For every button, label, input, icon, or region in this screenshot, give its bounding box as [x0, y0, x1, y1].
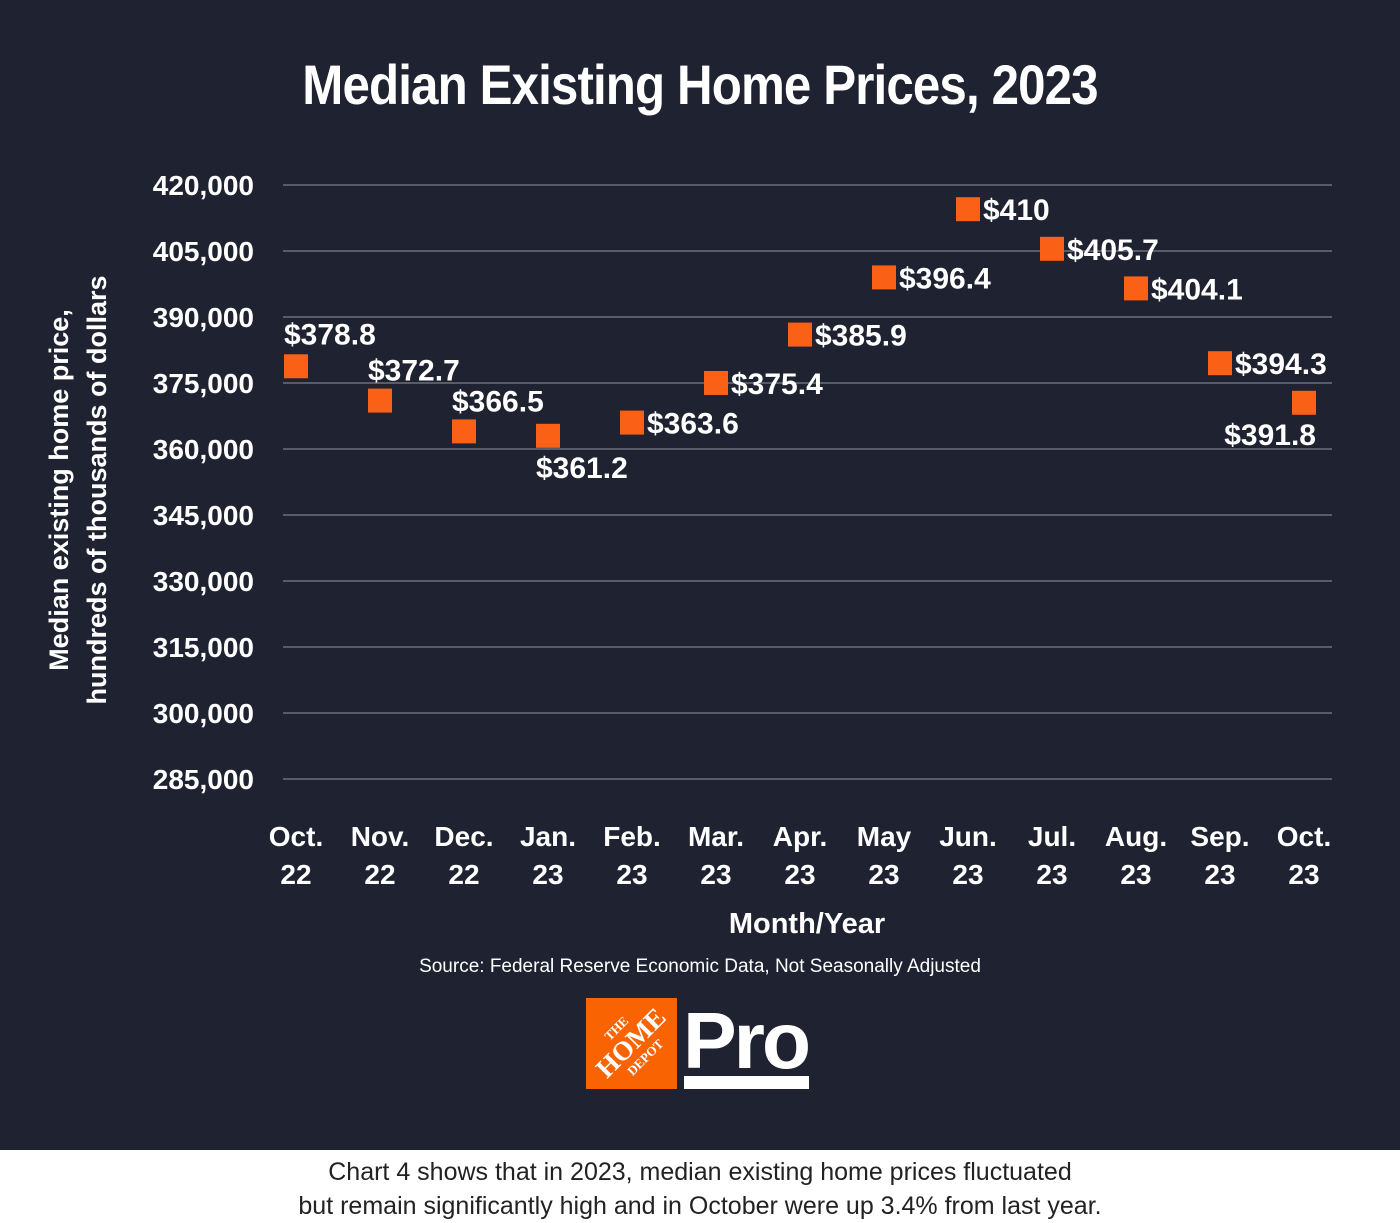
x-tick-label-month: May [857, 821, 912, 852]
x-tick-label-month: Sep. [1190, 821, 1249, 852]
home-depot-badge [586, 998, 677, 1089]
logo-underline [684, 1076, 809, 1089]
data-label: $385.9 [815, 320, 907, 353]
x-tick-label-month: Dec. [434, 821, 493, 852]
x-tick-label-year: 23 [868, 859, 899, 890]
x-tick-label-year: 22 [364, 859, 395, 890]
y-tick-label: 345,000 [153, 500, 254, 531]
data-label: $372.7 [368, 355, 460, 388]
data-label: $404.1 [1151, 273, 1243, 306]
data-marker [368, 388, 392, 413]
data-marker [536, 423, 560, 448]
x-tick-label-month: Feb. [603, 821, 661, 852]
y-axis-label-line-2: hundreds of thousands of dollars [82, 275, 112, 705]
grid-lines [283, 184, 1332, 780]
data-label: $410 [983, 194, 1050, 227]
y-tick-label: 375,000 [153, 368, 254, 399]
y-tick-label: 405,000 [153, 236, 254, 267]
data-marker [1040, 236, 1064, 261]
data-marker [452, 419, 476, 444]
source-note: Source: Federal Reserve Economic Data, N… [419, 956, 981, 977]
y-tick-label: 315,000 [153, 632, 254, 663]
x-axis-label: Month/Year [728, 908, 886, 940]
data-label: $363.6 [647, 408, 739, 441]
x-tick-label-month: Mar. [688, 821, 744, 852]
home-depot-pro-logo: THE HOME DEPOT Pro [586, 998, 811, 1089]
x-tick-label-month: Apr. [773, 821, 827, 852]
x-tick-label-month: Nov. [351, 821, 410, 852]
data-label: $405.7 [1067, 234, 1159, 267]
data-markers [284, 197, 1316, 448]
x-tick-label-year: 23 [616, 859, 647, 890]
x-tick-label-year: 23 [700, 859, 731, 890]
data-label: $375.4 [731, 368, 823, 401]
chart-title: Median Existing Home Prices, 2023 [302, 53, 1098, 116]
logo-wordmark: Pro [683, 998, 808, 1085]
data-marker [1292, 390, 1316, 415]
x-tick-label-year: 23 [532, 859, 563, 890]
x-tick-label-year: 23 [1288, 859, 1319, 890]
y-axis-label: Median existing home price, hundreds of … [40, 275, 116, 704]
x-tick-label-month: Jun. [939, 821, 997, 852]
data-label: $366.5 [452, 385, 544, 418]
caption-line-1: Chart 4 shows that in 2023, median exist… [328, 1158, 1072, 1186]
x-tick-label-year: 23 [1036, 859, 1067, 890]
x-tick-label-year: 23 [952, 859, 983, 890]
data-marker [788, 322, 812, 347]
data-marker [620, 410, 644, 435]
data-label: $391.8 [1224, 419, 1316, 452]
y-tick-label: 300,000 [153, 698, 254, 729]
data-marker [872, 265, 896, 290]
chart-plot: 285,000 300,000 315,000 330,000 345,000 360,0… [153, 170, 1332, 890]
data-marker [1208, 351, 1232, 376]
y-tick-label: 360,000 [153, 434, 254, 465]
x-tick-label-year: 23 [784, 859, 815, 890]
data-label: $396.4 [899, 262, 991, 295]
y-tick-label: 390,000 [153, 302, 254, 333]
y-tick-label: 330,000 [153, 566, 254, 597]
x-tick-label-month: Oct. [269, 821, 323, 852]
data-marker [1124, 276, 1148, 301]
x-tick-label-month: Oct. [1277, 821, 1331, 852]
x-tick-label-year: 22 [280, 859, 311, 890]
data-marker [704, 371, 728, 395]
y-axis-label-line-1: Median existing home price, [44, 309, 74, 671]
x-tick-label-year: 22 [448, 859, 479, 890]
caption: Chart 4 shows that in 2023, median exist… [0, 1155, 1400, 1223]
data-marker [284, 354, 308, 379]
y-tick-label: 420,000 [153, 170, 254, 201]
x-tick-label-month: Aug. [1105, 821, 1167, 852]
x-tick-labels: Oct. 22 Nov. 22 Dec. 22 Jan. 23 Feb. 23 Mar. 23 Apr.… [269, 821, 1331, 890]
x-tick-label-year: 23 [1120, 859, 1151, 890]
data-label: $361.2 [536, 452, 628, 485]
x-tick-label-month: Jul. [1028, 821, 1076, 852]
x-tick-label-year: 23 [1204, 859, 1235, 890]
data-labels: $378.8 $372.7$366.5 $361.2 $363.6 $375.4 $385… [284, 194, 1327, 485]
x-tick-label-month: Jan. [520, 821, 576, 852]
chart-panel [0, 0, 1400, 1150]
caption-line-2: but remain significantly high and in Oct… [298, 1192, 1102, 1220]
data-label: $378.8 [284, 318, 376, 351]
y-tick-labels: 285,000 300,000 315,000 330,000 345,000 360,0… [153, 170, 254, 795]
data-marker [956, 197, 980, 222]
data-label: $394.3 [1235, 348, 1327, 381]
y-tick-label: 285,000 [153, 764, 254, 795]
